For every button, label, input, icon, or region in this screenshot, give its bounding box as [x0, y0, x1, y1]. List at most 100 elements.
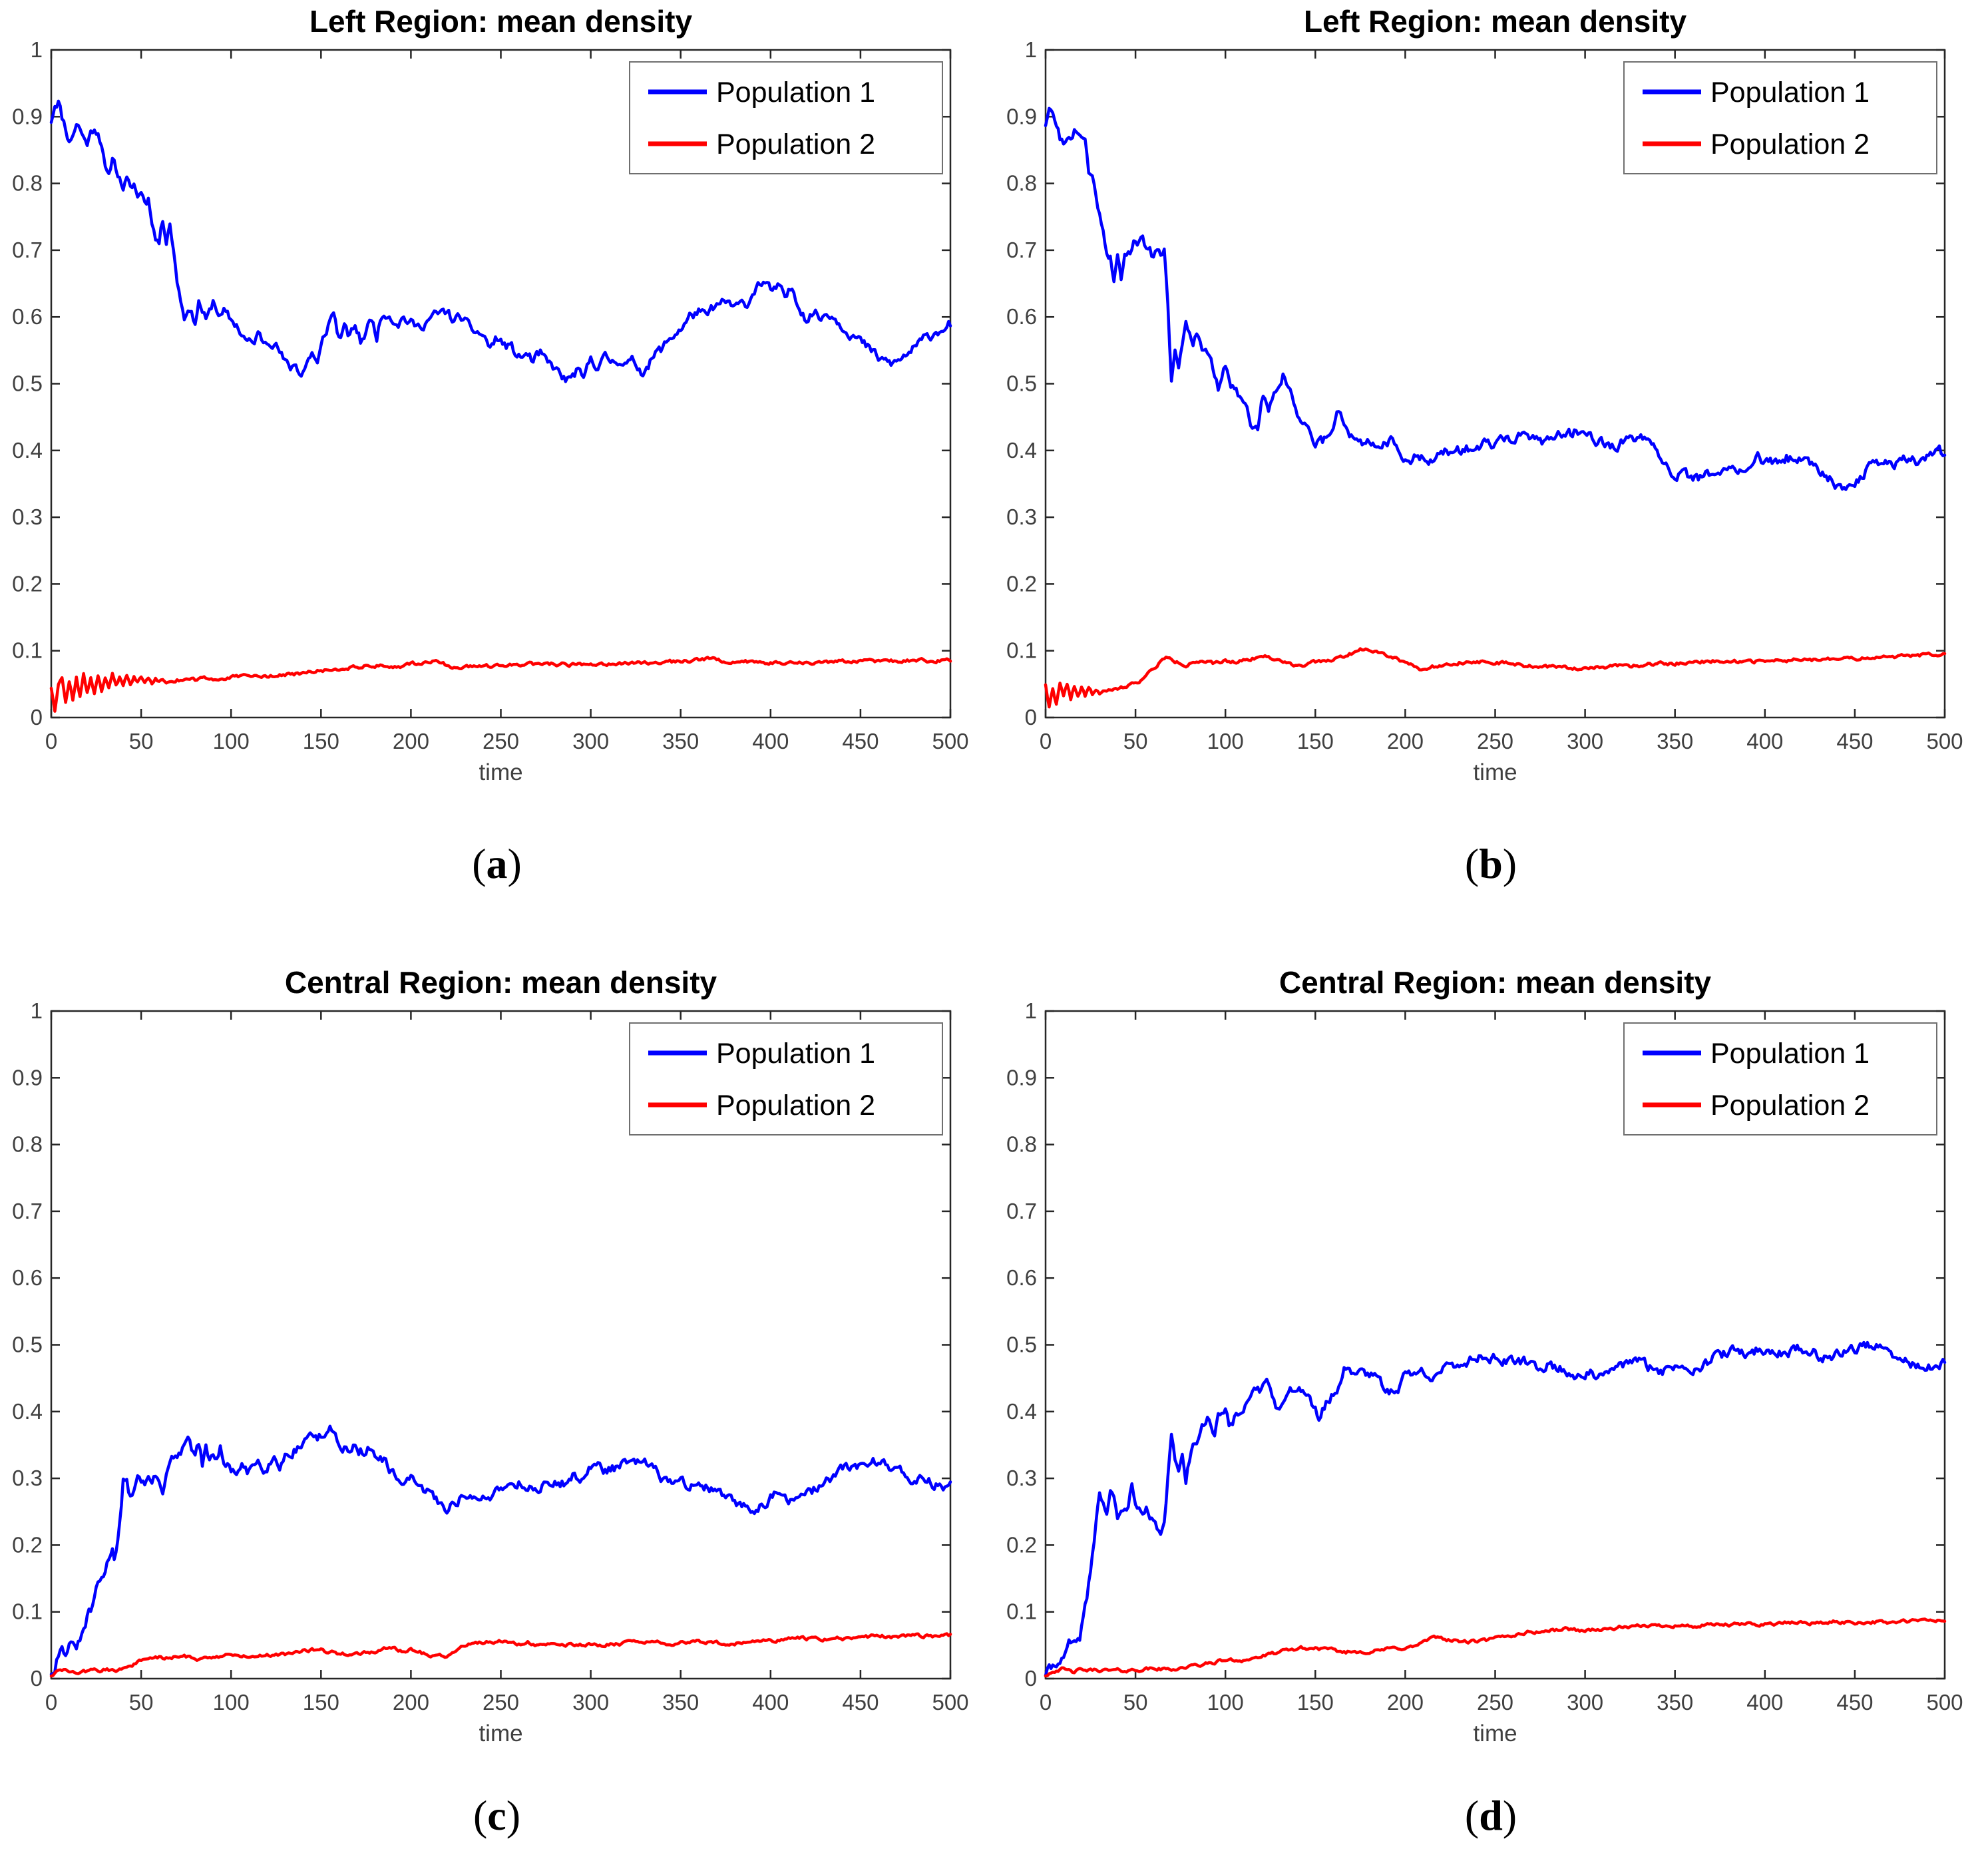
x-tick-label: 350: [1657, 1690, 1693, 1715]
x-tick-label: 200: [393, 1690, 429, 1715]
y-tick-label: 0.6: [1006, 304, 1037, 329]
legend-label: Population 2: [716, 1090, 875, 1122]
y-tick-label: 0.3: [12, 1466, 43, 1490]
legend: Population 1 Population 2: [629, 1022, 943, 1135]
plot-title: Central Region: mean density: [285, 965, 717, 1000]
x-tick-label: 300: [1567, 729, 1603, 753]
legend-label: Population 1: [1710, 1038, 1870, 1070]
y-tick-label: 0.9: [1006, 104, 1037, 128]
x-tick-label: 0: [1039, 1690, 1051, 1715]
caption-letter: c: [487, 1792, 506, 1839]
y-tick-label: 0: [1024, 705, 1036, 729]
y-tick-label: 0.2: [1006, 1532, 1037, 1557]
y-tick-label: 0.3: [1006, 505, 1037, 529]
plot-title: Central Region: mean density: [1279, 965, 1711, 1000]
x-tick-label: 150: [1296, 729, 1333, 753]
x-tick-label: 50: [1123, 729, 1147, 753]
x-tick-label: 500: [932, 729, 968, 753]
caption-close-paren: ): [506, 1792, 521, 1839]
x-tick-label: 0: [45, 729, 57, 753]
y-tick-label: 1: [1024, 998, 1036, 1023]
x-axis-label: time: [1473, 1721, 1517, 1747]
series-line-population-2: [1044, 647, 1946, 709]
y-tick-label: 0.9: [12, 1065, 43, 1090]
y-tick-label: 0.2: [1006, 571, 1037, 596]
y-tick-label: 0.5: [1006, 371, 1037, 396]
y-tick-label: 0.4: [1006, 438, 1037, 463]
y-tick-label: 0.1: [12, 638, 43, 663]
y-tick-label: 1: [1024, 37, 1036, 62]
y-tick-label: 0.1: [1006, 638, 1037, 663]
x-tick-label: 250: [483, 1690, 519, 1715]
x-tick-label: 100: [213, 729, 250, 753]
legend-label: Population 2: [716, 128, 875, 160]
panel-caption-a: (a): [472, 841, 522, 887]
panel-caption-c: (c): [473, 1792, 520, 1839]
y-tick-label: 0.7: [1006, 238, 1037, 262]
series-line-population-1: [49, 1424, 952, 1676]
x-tick-label: 50: [129, 729, 154, 753]
x-tick-label: 0: [45, 1690, 57, 1715]
y-tick-label: 0.6: [12, 1265, 43, 1290]
caption-open-paren: (: [1464, 1792, 1480, 1839]
y-tick-label: 0.9: [1006, 1065, 1037, 1090]
caption-letter: d: [1479, 1792, 1503, 1839]
series-line-population-2: [1044, 1617, 1946, 1678]
x-tick-label: 250: [1476, 729, 1513, 753]
x-tick-label: 250: [483, 729, 519, 753]
y-tick-label: 0.6: [1006, 1265, 1037, 1290]
chart-central-region-d: Central Region: mean density 0 50 100 150 200…: [1006, 965, 1963, 1747]
x-tick-label: 450: [1836, 1690, 1873, 1715]
x-axis-label: time: [479, 1721, 522, 1747]
y-tick-label: 0.4: [12, 438, 43, 463]
series-line-population-1: [1044, 1340, 1946, 1677]
y-tick-label: 0.4: [12, 1399, 43, 1424]
x-tick-label: 150: [303, 1690, 339, 1715]
y-tick-label: 1: [31, 37, 43, 62]
y-tick-label: 0.8: [12, 171, 43, 196]
legend-label: Population 1: [1710, 77, 1870, 108]
series-line-population-1: [1044, 106, 1946, 491]
series-line-population-2: [49, 656, 952, 713]
y-axis: 0 0.1 0.2 0.3 0.4 0.5 0.6 0.7 0.8 0.9 1: [12, 37, 950, 729]
x-tick-label: 350: [662, 729, 699, 753]
chart-central-region-c: Central Region: mean density 0 50 100 150 200…: [12, 965, 968, 1747]
x-tick-label: 200: [1386, 1690, 1423, 1715]
x-axis: 0 50 100 150 200 250 300 350 400 450 500: [1039, 1011, 1963, 1715]
chart-left-region-a: Left Region: mean density 0 50 100 150 200 250…: [12, 4, 968, 785]
plot-title: Left Region: mean density: [309, 4, 692, 39]
y-tick-label: 0: [31, 1666, 43, 1691]
legend: Population 1 Population 2: [1623, 1022, 1937, 1135]
caption-open-paren: (: [472, 840, 487, 887]
series-line-population-2: [49, 1632, 952, 1678]
caption-close-paren: ): [507, 840, 522, 887]
panel-b: Left Region: mean density 0 50 100 150 200 250…: [994, 0, 1988, 927]
plot-title: Left Region: mean density: [1303, 4, 1686, 39]
panel-a: Left Region: mean density 0 50 100 150 200 250…: [0, 0, 994, 927]
chart-left-region-b: Left Region: mean density 0 50 100 150 200 250…: [1006, 4, 1963, 785]
x-tick-label: 200: [393, 729, 429, 753]
x-tick-label: 300: [1567, 1690, 1603, 1715]
x-tick-label: 300: [572, 1690, 609, 1715]
x-tick-label: 400: [1746, 729, 1783, 753]
caption-open-paren: (: [1464, 840, 1480, 887]
panel-caption-d: (d): [1465, 1792, 1517, 1839]
y-tick-label: 0.3: [1006, 1466, 1037, 1490]
y-tick-label: 0.2: [12, 1532, 43, 1557]
legend-box: [629, 61, 943, 174]
x-tick-label: 400: [752, 1690, 789, 1715]
panel-caption-b: (b): [1465, 841, 1517, 887]
x-tick-label: 100: [1207, 729, 1243, 753]
caption-open-paren: (: [473, 1792, 488, 1839]
y-axis: 0 0.1 0.2 0.3 0.4 0.5 0.6 0.7 0.8 0.9 1: [1006, 37, 1945, 729]
legend-label: Population 2: [1710, 1090, 1870, 1122]
legend: Population 1 Population 2: [1623, 61, 1937, 174]
caption-letter: a: [486, 840, 508, 887]
x-axis-label: time: [479, 759, 522, 785]
x-tick-label: 350: [1657, 729, 1693, 753]
x-tick-label: 400: [752, 729, 789, 753]
x-axis: 0 50 100 150 200 250 300 350 400 450 500: [1039, 50, 1963, 753]
y-tick-label: 0: [31, 705, 43, 729]
caption-close-paren: ): [1502, 1792, 1517, 1839]
